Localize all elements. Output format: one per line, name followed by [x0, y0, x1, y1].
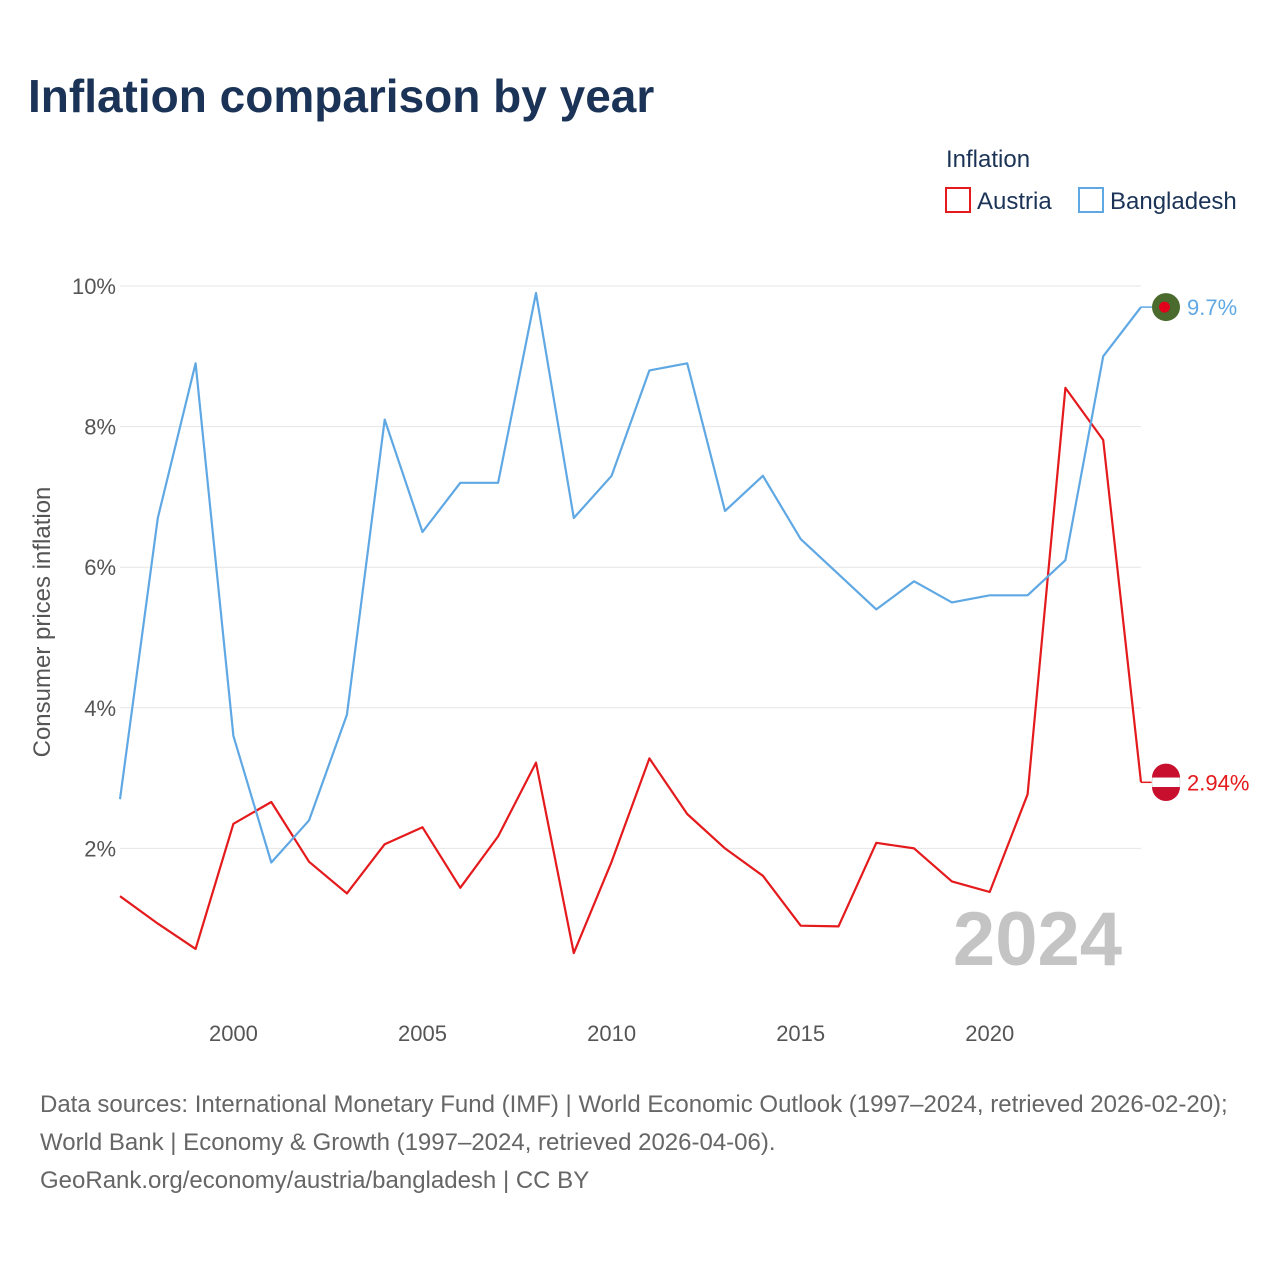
footer: Data sources: International Monetary Fun… [40, 1086, 1250, 1200]
series-line-austria[interactable] [119, 386, 1143, 955]
legend-label-austria[interactable]: Austria [977, 188, 1052, 215]
y-axis-label: Consumer prices inflation [29, 487, 56, 758]
data-sources: Data sources: International Monetary Fun… [40, 1091, 1228, 1156]
end-markers: 2.94% 9.7% [1141, 293, 1249, 802]
flag-bangladesh-icon [1152, 293, 1180, 322]
x-tick-label: 2020 [965, 1021, 1014, 1046]
end-label-bangladesh: 9.7% [1187, 295, 1237, 320]
flag-austria-icon [1151, 763, 1181, 802]
legend: Inflation Austria Bangladesh [945, 146, 1237, 215]
series-line-bangladesh[interactable] [118, 291, 1142, 864]
x-tick-label: 2010 [587, 1021, 636, 1046]
legend-swatch-bangladesh[interactable] [1078, 187, 1104, 213]
y-tick-label: 2% [84, 836, 116, 861]
y-tick-label: 4% [84, 696, 116, 721]
y-tick-label: 10% [72, 274, 116, 299]
x-tick-label: 2015 [776, 1021, 825, 1046]
x-tick-label: 2000 [209, 1021, 258, 1046]
y-tick-label: 8% [84, 415, 116, 440]
x-tick-label: 2005 [398, 1021, 447, 1046]
credit-line[interactable]: GeoRank.org/economy/austria/bangladesh |… [40, 1167, 590, 1194]
grid [120, 285, 1141, 849]
legend-title: Inflation [946, 146, 1030, 173]
x-axis: 2000 2005 2010 2015 2020 [209, 1021, 1014, 1046]
chart-title: Inflation comparison by year [28, 70, 654, 122]
legend-swatch-austria[interactable] [945, 187, 971, 213]
y-axis: 2% 4% 6% 8% 10% [72, 274, 116, 861]
y-tick-label: 6% [84, 555, 116, 580]
series-layer [118, 291, 1143, 955]
legend-label-bangladesh[interactable]: Bangladesh [1110, 188, 1237, 215]
year-watermark: 2024 [953, 897, 1122, 982]
end-label-austria: 2.94% [1187, 770, 1249, 795]
